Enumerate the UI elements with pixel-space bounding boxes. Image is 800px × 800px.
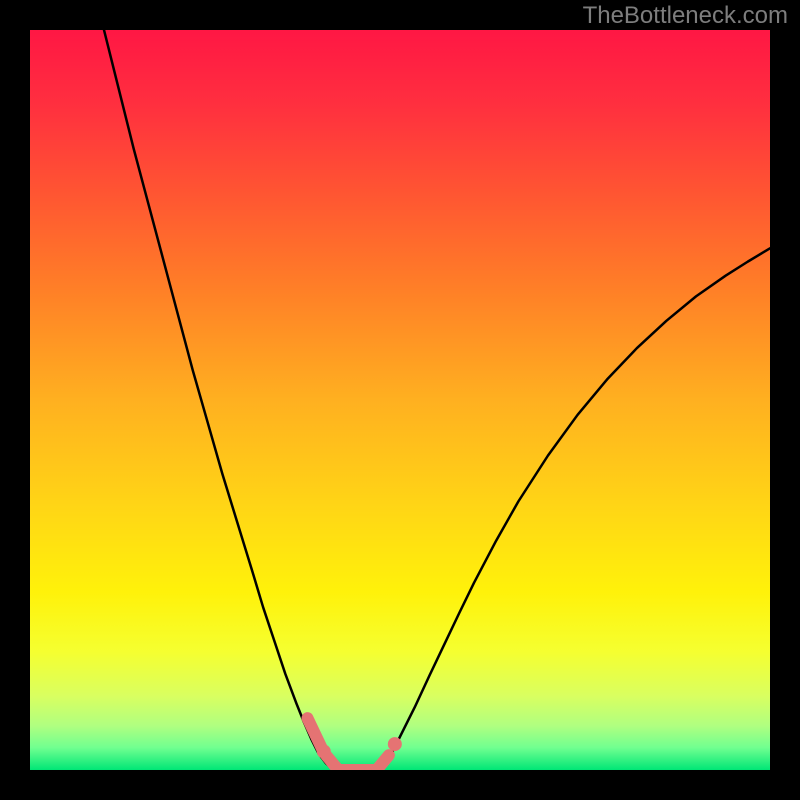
watermark-text: TheBottleneck.com xyxy=(583,2,788,30)
chart-container: TheBottleneck.com xyxy=(0,0,800,800)
plot-area xyxy=(30,30,770,770)
gradient-background xyxy=(30,30,770,770)
bottom-mark-dot-0 xyxy=(317,745,331,759)
plot-svg xyxy=(30,30,770,770)
bottom-mark-segment-3 xyxy=(378,755,389,768)
bottom-mark-dot-1 xyxy=(388,737,402,751)
